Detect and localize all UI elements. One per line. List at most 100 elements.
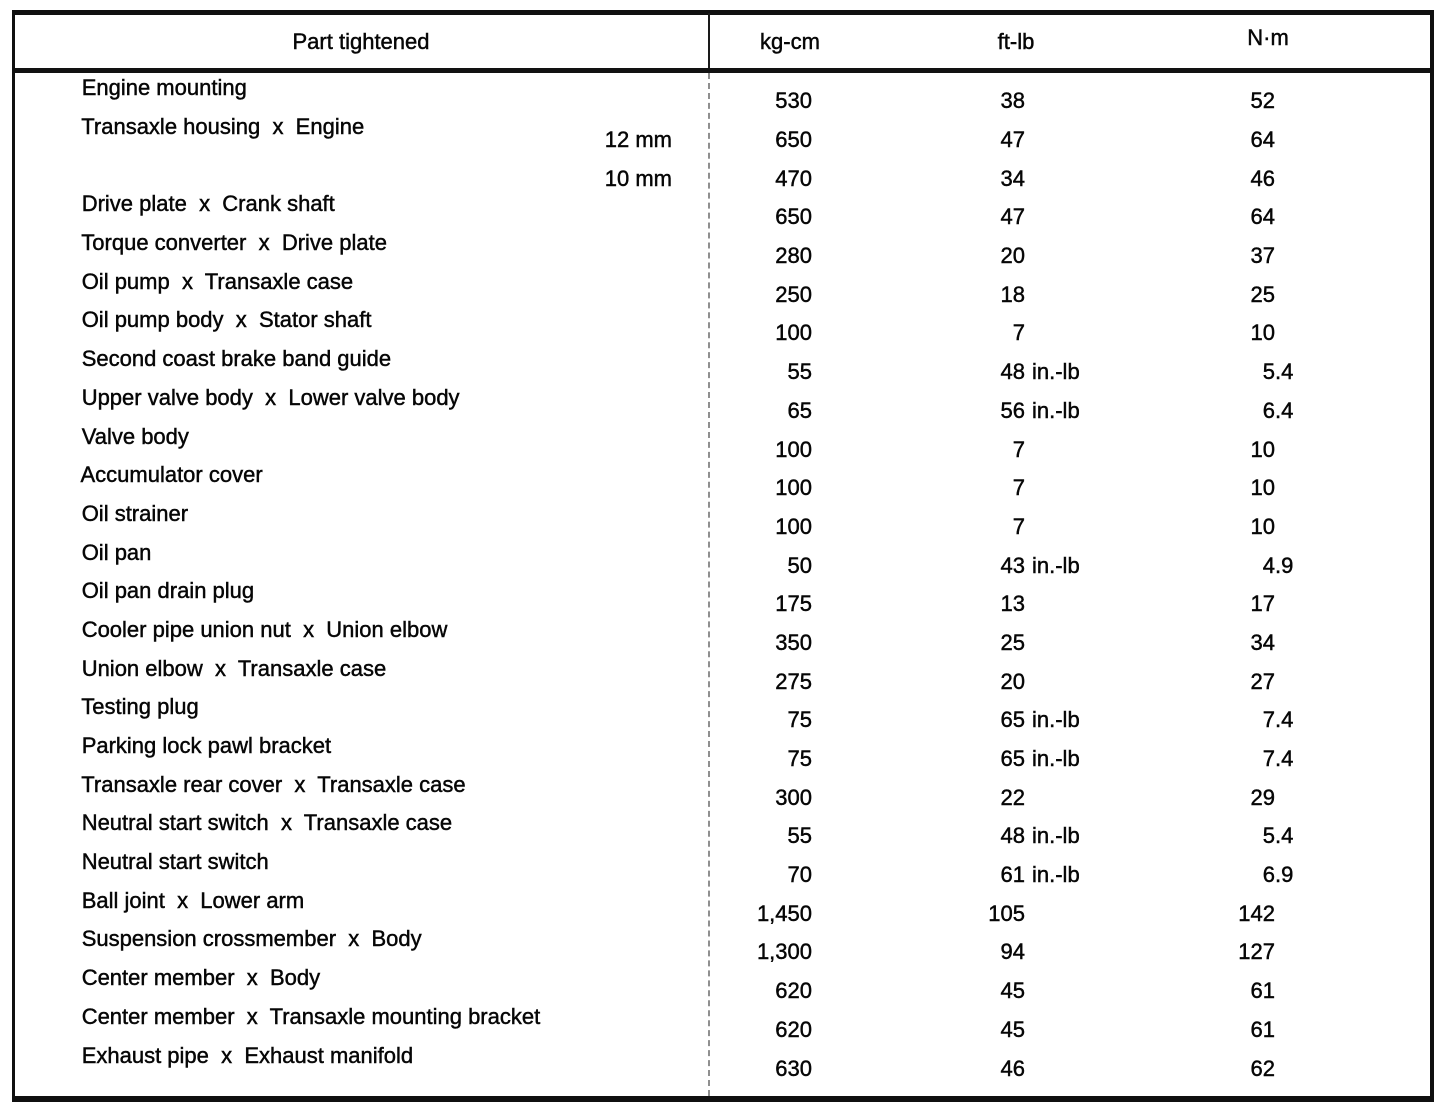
n-m-value-integer: 10 bbox=[1250, 320, 1275, 346]
ft-lb-value: 48 bbox=[1000, 359, 1025, 385]
part-name: Engine mounting bbox=[81, 75, 247, 101]
n-m-value-integer: 62 bbox=[1250, 1055, 1275, 1081]
n-m-value-integer: 27 bbox=[1250, 668, 1275, 694]
n-m-value-fraction: .9 bbox=[1275, 862, 1294, 888]
part-name: Oil pump body x Stator shaft bbox=[81, 307, 372, 333]
ft-lb-value: 105 bbox=[988, 900, 1025, 926]
part-name: Ball joint x Lower arm bbox=[81, 887, 305, 913]
kg-cm-value: 65 bbox=[787, 397, 812, 423]
part-name-cell: Oil pan drain plug bbox=[15, 552, 708, 656]
kg-cm-value: 100 bbox=[775, 436, 812, 462]
ft-lb-value: 45 bbox=[1000, 1016, 1025, 1042]
table-row: Oil pump x Transaxle case 250 18 25 bbox=[15, 269, 1430, 314]
table-row: Torque converter x Drive plate 280 20 37 bbox=[15, 230, 1430, 276]
table-row: Exhaust pipe x Exhaust manifold 630 46 6… bbox=[15, 1042, 1430, 1088]
ft-lb-value: 20 bbox=[1000, 668, 1025, 694]
part-name-cell: Second coast brake band guide bbox=[15, 320, 708, 424]
n-m-value-fraction: .4 bbox=[1275, 397, 1294, 423]
ft-lb-value: 46 bbox=[1000, 1055, 1025, 1081]
part-name-cell: Neutral start switch x Transaxle case bbox=[15, 784, 708, 888]
body-column-divider bbox=[708, 73, 710, 1096]
part-name-cell: Drive plate x Crank shaft bbox=[15, 165, 708, 269]
table-body: Engine mounting 530 38 52 Transaxle hous… bbox=[15, 73, 1430, 1096]
column-header-part-tightened: Part tightened bbox=[292, 28, 430, 54]
part-name: Union elbow x Transaxle case bbox=[81, 655, 387, 681]
column-header-kg-cm: kg-cm bbox=[760, 28, 820, 54]
column-header-n-m: N·m bbox=[1247, 24, 1289, 50]
part-name: Valve body bbox=[81, 423, 189, 449]
part-name: Torque converter x Drive plate bbox=[81, 230, 387, 256]
n-m-value-fraction: .4 bbox=[1275, 746, 1294, 772]
table-row: Suspension crossmember x Body 1,300 94 1… bbox=[15, 926, 1430, 972]
kg-cm-value: 650 bbox=[775, 204, 812, 230]
kg-cm-value: 300 bbox=[775, 784, 812, 810]
table-row: Oil pan drain plug 175 13 17 bbox=[15, 578, 1430, 624]
part-name-cell: Testing plug bbox=[15, 668, 708, 772]
ft-lb-unit-suffix: in.-lb bbox=[1032, 552, 1080, 578]
n-m-value-integer: 6 bbox=[1262, 862, 1276, 888]
part-name-cell: Center member x Transaxle mounting brack… bbox=[15, 978, 708, 1082]
kg-cm-value: 100 bbox=[775, 513, 812, 539]
ft-lb-value: 22 bbox=[1000, 784, 1025, 810]
part-name: Accumulator cover bbox=[80, 462, 263, 488]
ft-lb-value: 47 bbox=[1000, 204, 1025, 230]
ft-lb-value: 7 bbox=[1012, 513, 1026, 539]
ft-lb-value: 7 bbox=[1012, 320, 1026, 346]
ft-lb-value: 38 bbox=[1000, 88, 1025, 114]
ft-lb-value: 20 bbox=[1000, 243, 1025, 269]
ft-lb-value: 13 bbox=[1000, 591, 1025, 617]
ft-lb-value: 25 bbox=[1000, 629, 1025, 655]
n-m-value-fraction: .4 bbox=[1275, 359, 1294, 385]
table-row: Drive plate x Crank shaft 650 47 64 bbox=[15, 191, 1430, 237]
ft-lb-value: 94 bbox=[1000, 939, 1025, 965]
n-m-value-integer: 4 bbox=[1262, 552, 1276, 578]
torque-spec-table: Part tightened kg-cm ft-lb N·m Engine mo… bbox=[12, 10, 1434, 1102]
kg-cm-value: 630 bbox=[775, 1055, 812, 1081]
n-m-value-integer: 6 bbox=[1262, 397, 1276, 423]
kg-cm-value: 280 bbox=[775, 243, 812, 269]
n-m-value-integer: 34 bbox=[1250, 629, 1275, 655]
n-m-value-integer: 46 bbox=[1250, 165, 1275, 191]
part-name: Center member x Transaxle mounting brack… bbox=[81, 1003, 541, 1029]
kg-cm-value: 55 bbox=[787, 359, 812, 385]
part-name-cell: Union elbow x Transaxle case bbox=[15, 630, 708, 734]
part-name: Cooler pipe union nut x Union elbow bbox=[81, 616, 448, 642]
n-m-value-integer: 7 bbox=[1262, 707, 1276, 733]
table-row: Second coast brake band guide 55 48 in.-… bbox=[15, 346, 1430, 392]
part-name-cell: Accumulator cover bbox=[15, 436, 708, 540]
kg-cm-value: 1,300 bbox=[756, 939, 813, 965]
part-name-cell: Transaxle rear cover x Transaxle case bbox=[15, 746, 708, 850]
ft-lb-value: 56 bbox=[1000, 397, 1025, 423]
ft-lb-value: 65 bbox=[1000, 707, 1025, 733]
ft-lb-unit-suffix: in.-lb bbox=[1032, 862, 1080, 888]
part-name: Oil pan drain plug bbox=[81, 578, 255, 604]
table-row: Center member x Body 620 45 61 bbox=[15, 965, 1430, 1011]
ft-lb-unit-suffix: in.-lb bbox=[1032, 397, 1080, 423]
part-name: Oil pump x Transaxle case bbox=[81, 268, 354, 294]
n-m-value-fraction: .9 bbox=[1275, 552, 1294, 578]
ft-lb-value: 48 bbox=[1000, 823, 1025, 849]
table-row: Neutral start switch x Transaxle case 55… bbox=[15, 810, 1430, 856]
kg-cm-value: 470 bbox=[775, 165, 812, 191]
ft-lb-unit-suffix: in.-lb bbox=[1032, 823, 1080, 849]
kg-cm-value: 1,450 bbox=[756, 900, 813, 926]
kg-cm-value: 70 bbox=[787, 862, 812, 888]
table-row: Valve body 100 7 10 bbox=[15, 423, 1430, 469]
part-name-cell: Valve body bbox=[15, 398, 708, 502]
table-row: Oil pump body x Stator shaft 100 7 10 bbox=[15, 307, 1430, 353]
part-name: Exhaust pipe x Exhaust manifold bbox=[81, 1042, 414, 1068]
kg-cm-value: 75 bbox=[787, 707, 812, 733]
part-name-cell: 10 mm bbox=[15, 127, 708, 231]
part-name: Transaxle rear cover x Transaxle case bbox=[81, 771, 466, 797]
part-name-cell: Engine mounting bbox=[15, 49, 708, 153]
part-name-cell: Oil pump body x Stator shaft bbox=[15, 281, 708, 385]
table-row: Accumulator cover 100 7 10 bbox=[15, 462, 1430, 508]
part-name-cell: Neutral start switch bbox=[15, 823, 708, 927]
table-row: Transaxle housing x Engine 12 mm 650 47 … bbox=[15, 114, 1430, 160]
kg-cm-value: 620 bbox=[775, 1016, 812, 1042]
n-m-value-integer: 29 bbox=[1250, 784, 1275, 810]
part-name: Neutral start switch bbox=[81, 849, 269, 875]
n-m-value-fraction: .4 bbox=[1275, 823, 1294, 849]
n-m-value-integer: 17 bbox=[1250, 591, 1275, 617]
kg-cm-value: 55 bbox=[787, 823, 812, 849]
